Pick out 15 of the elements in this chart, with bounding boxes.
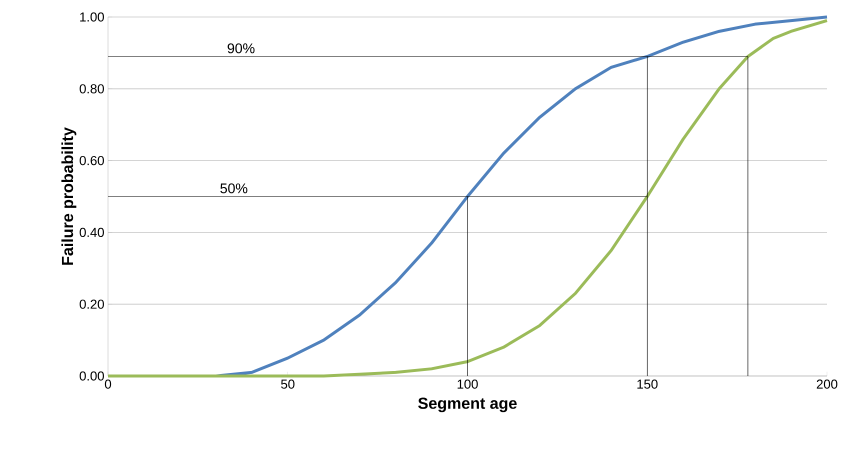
y-tick-label: 0.80: [80, 84, 104, 94]
y-tick-label: 0.20: [80, 300, 104, 309]
x-tick-label: 50: [281, 380, 294, 389]
x-tick-label: 0: [104, 380, 112, 389]
x-tick-label: 200: [816, 380, 838, 389]
x-tick-label: 150: [637, 380, 658, 389]
y-axis-title: Failure probability: [61, 127, 76, 265]
y-tick-label: 0.40: [80, 228, 104, 237]
y-tick-label: 0.00: [80, 371, 104, 381]
y-tick-label: 0.60: [80, 156, 104, 166]
annotation: 50%: [220, 183, 248, 194]
annotation: 90%: [228, 43, 255, 54]
y-tick-label: 1.00: [80, 12, 104, 22]
x-axis-title: Segment age: [418, 398, 517, 412]
x-tick-label: 100: [458, 380, 478, 389]
